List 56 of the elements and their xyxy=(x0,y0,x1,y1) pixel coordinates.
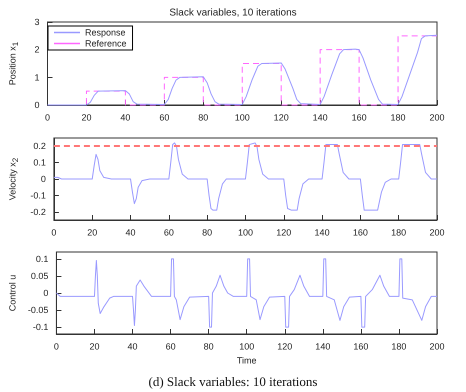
x-tick-label: 200 xyxy=(429,228,445,238)
y-tick-label: -0.1 xyxy=(30,190,46,200)
x-tick-label: 80 xyxy=(202,228,212,238)
y-axis-title: Velocity x2 xyxy=(8,157,20,200)
x-tick-label: 120 xyxy=(277,342,292,352)
y-tick-label: 0.1 xyxy=(36,254,48,264)
x-tick-label: 200 xyxy=(429,112,445,122)
x-tick-label: 20 xyxy=(89,342,100,352)
x-tick-label: 20 xyxy=(87,228,98,238)
x-tick-label: 200 xyxy=(429,342,445,352)
x-tick-label: 40 xyxy=(128,342,138,352)
x-tick-label: 40 xyxy=(126,228,136,238)
x-tick-label: 20 xyxy=(81,112,92,122)
x-tick-label: 180 xyxy=(391,228,406,238)
legend-label: Reference xyxy=(85,38,127,48)
x-tick-label: 60 xyxy=(166,342,176,352)
x-tick-label: 0 xyxy=(51,228,56,238)
y-tick-label: 0 xyxy=(43,288,48,298)
y-tick-label: 2 xyxy=(34,44,40,55)
text: (d) Slack variables: 10 iterations xyxy=(148,374,318,389)
x-tick-label: 120 xyxy=(274,112,289,122)
x-tick-label: 40 xyxy=(120,112,130,122)
x-tick-label: 140 xyxy=(315,342,330,352)
x-tick-label: 120 xyxy=(276,228,292,238)
legend-label: Response xyxy=(85,28,126,38)
x-tick-label: 100 xyxy=(234,112,250,122)
x-tick-label: 60 xyxy=(164,228,174,238)
y-tick-label: -0.2 xyxy=(30,206,46,217)
line-series xyxy=(56,258,438,328)
x-tick-label: 60 xyxy=(159,112,170,122)
line-series xyxy=(53,142,438,211)
x-tick-label: 160 xyxy=(352,228,368,238)
x-tick-label: 100 xyxy=(239,342,254,352)
y-tick-label: 0.2 xyxy=(33,141,46,152)
y-tick-label: 0 xyxy=(34,100,40,110)
y-tick-label: 3 xyxy=(34,17,40,27)
x-tick-label: 160 xyxy=(353,342,368,352)
y-tick-label: 0.05 xyxy=(30,270,48,281)
x-axis-title: Time xyxy=(236,355,257,366)
x-tick-label: 180 xyxy=(391,342,406,352)
x-tick-label: 100 xyxy=(238,228,253,238)
y-tick-label: 0 xyxy=(40,174,46,184)
x-tick-label: 80 xyxy=(198,112,208,122)
x-tick-label: 160 xyxy=(352,112,367,122)
x-tick-label: 180 xyxy=(390,112,406,122)
y-axis-title: Position x1 xyxy=(8,41,20,86)
y-tick-label: 0.1 xyxy=(33,158,46,168)
chart-title: Slack variables, 10 iterations xyxy=(169,8,297,18)
x-tick-label: 0 xyxy=(54,342,59,352)
y-tick-label: -0.05 xyxy=(28,305,48,316)
x-tick-label: 140 xyxy=(314,228,330,238)
x-tick-label: 80 xyxy=(204,342,214,352)
y-tick-label: -0.1 xyxy=(32,322,48,332)
y-axis-title: Control u xyxy=(8,274,18,312)
y-tick-label: 1 xyxy=(34,72,40,82)
x-tick-label: 140 xyxy=(312,112,328,122)
